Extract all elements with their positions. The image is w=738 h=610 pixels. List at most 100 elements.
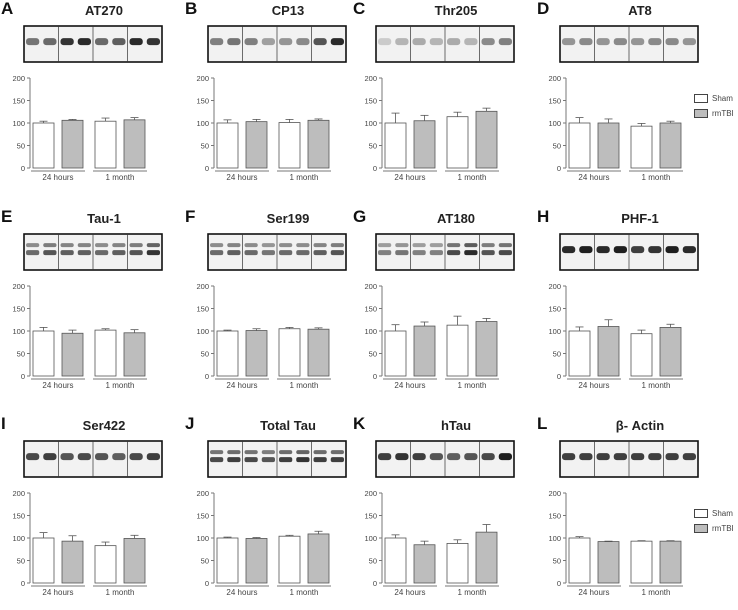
y-tick-label: 150 <box>196 305 209 314</box>
blot-band <box>146 243 160 248</box>
western-blot <box>23 440 163 478</box>
bar <box>278 328 301 377</box>
bar <box>597 122 620 169</box>
blot-band <box>112 38 126 46</box>
group-label: 24 hours <box>42 381 73 390</box>
bar <box>413 120 436 169</box>
blot-band <box>261 450 275 455</box>
bar-chart: 0 50 100 150 200 24 hours 1 month <box>12 74 147 182</box>
group-label: 1 month <box>290 381 319 390</box>
blot-band <box>631 246 645 254</box>
bar <box>568 122 591 169</box>
y-tick-label: 0 <box>205 372 209 381</box>
blot-band <box>395 243 409 248</box>
group-label: 24 hours <box>578 381 609 390</box>
blot-band <box>77 250 91 256</box>
bar <box>384 330 407 377</box>
blot-band <box>648 246 662 254</box>
bar <box>61 540 84 584</box>
blot-band <box>43 243 57 248</box>
blot-band <box>596 246 610 254</box>
blot-band <box>665 453 679 461</box>
blot-band <box>77 38 91 46</box>
y-tick-label: 100 <box>12 327 25 336</box>
bar <box>384 122 407 169</box>
bar <box>597 326 620 377</box>
bar <box>446 116 469 169</box>
y-tick-label: 0 <box>205 164 209 173</box>
blot-band <box>665 246 679 254</box>
blot-band <box>429 38 443 46</box>
blot-band <box>26 250 40 256</box>
bar <box>94 120 117 169</box>
y-tick-label: 50 <box>553 557 561 566</box>
y-tick-label: 150 <box>548 305 561 314</box>
panel-letter: E <box>1 207 13 226</box>
y-tick-label: 50 <box>201 350 209 359</box>
bar <box>123 119 146 169</box>
blot-band <box>481 250 495 256</box>
legend-swatch <box>694 109 708 118</box>
y-tick-label: 100 <box>364 327 377 336</box>
y-tick-label: 150 <box>364 97 377 106</box>
legend-label: rmTBI <box>712 109 734 118</box>
y-tick-label: 50 <box>369 557 377 566</box>
panel-letter: F <box>185 207 196 226</box>
group-label: 1 month <box>642 588 671 597</box>
bar <box>32 122 55 169</box>
blot-band <box>129 453 143 461</box>
group-label: 1 month <box>458 173 487 182</box>
y-tick-label: 50 <box>369 350 377 359</box>
blot-band <box>498 453 512 461</box>
bar <box>597 541 620 584</box>
y-tick-label: 200 <box>548 74 561 83</box>
bar <box>630 540 653 584</box>
blot-band <box>112 453 126 461</box>
panel-title: AT270 <box>84 3 124 18</box>
y-tick-label: 200 <box>196 489 209 498</box>
blot-band <box>412 38 426 46</box>
group-label: 24 hours <box>394 173 425 182</box>
blot-band <box>330 250 344 256</box>
y-tick-label: 100 <box>12 534 25 543</box>
blot-band <box>261 457 275 463</box>
bar <box>659 327 682 377</box>
blot-band <box>378 453 392 461</box>
western-blot <box>207 25 347 63</box>
bar <box>32 537 55 584</box>
panel-letter: J <box>185 414 195 433</box>
y-tick-label: 150 <box>548 512 561 521</box>
panel-title: AT180 <box>436 211 476 226</box>
panel-letter: C <box>353 0 366 18</box>
y-tick-label: 200 <box>364 282 377 291</box>
group-label: 24 hours <box>42 588 73 597</box>
y-tick-label: 0 <box>373 372 377 381</box>
blot-band <box>95 38 109 46</box>
blot-band <box>447 38 461 46</box>
y-tick-label: 150 <box>196 512 209 521</box>
blot-band <box>244 457 258 463</box>
blot-band <box>330 457 344 463</box>
blot-band <box>210 250 224 256</box>
blot-band <box>210 243 224 248</box>
bar-chart: 0 50 100 150 200 24 hours 1 month <box>196 74 331 182</box>
blot-band <box>95 453 109 461</box>
bar <box>384 537 407 584</box>
bar-chart: 0 50 100 150 200 24 hours 1 month <box>364 74 499 182</box>
bar <box>475 531 498 584</box>
y-tick-label: 150 <box>364 512 377 521</box>
western-blot <box>559 25 699 63</box>
blot-band <box>313 250 327 256</box>
group-label: 1 month <box>458 381 487 390</box>
y-tick-label: 0 <box>557 579 561 588</box>
y-tick-label: 0 <box>205 579 209 588</box>
y-tick-label: 50 <box>17 142 25 151</box>
blot-band <box>613 453 627 461</box>
y-tick-label: 100 <box>548 534 561 543</box>
blot-band <box>395 250 409 256</box>
blot-band <box>296 457 310 463</box>
panel-g: G AT180 0 50 100 150 200 24 hours 1 month <box>352 207 536 403</box>
panel-letter: B <box>185 0 198 18</box>
bar <box>245 538 268 584</box>
blot-band <box>77 243 91 248</box>
